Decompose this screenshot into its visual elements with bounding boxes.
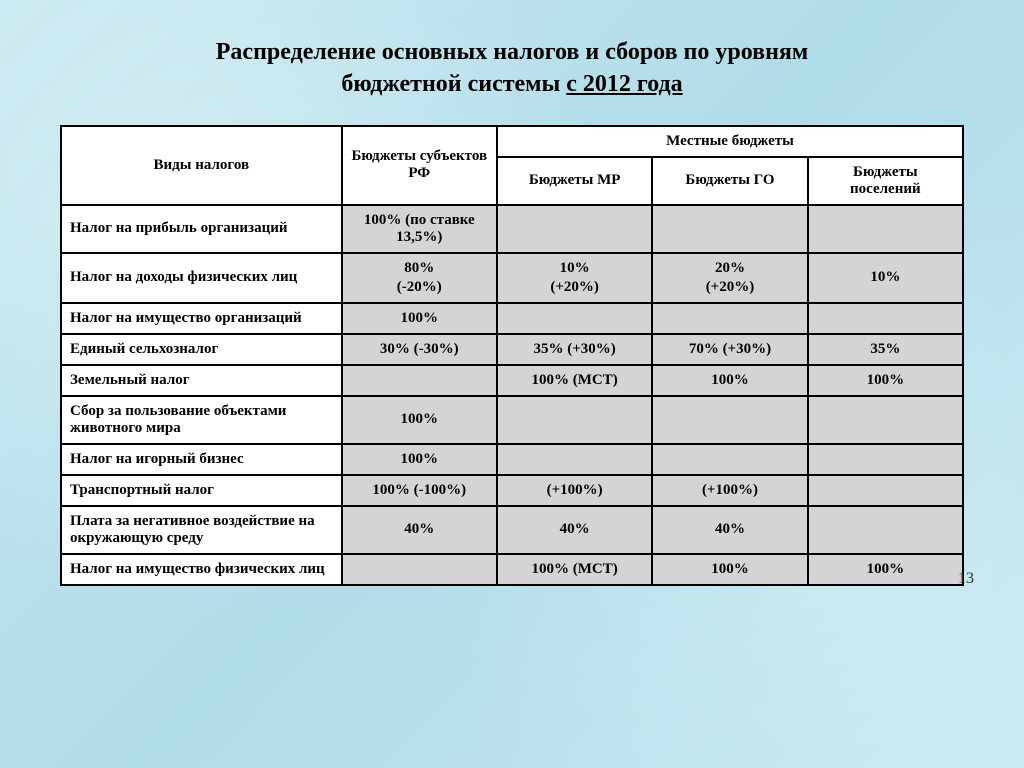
row-val: 30% (-30%)	[342, 334, 497, 365]
table-row: Земельный налог 100% (МСТ) 100% 100%	[61, 365, 963, 396]
row-val: 35%	[808, 334, 963, 365]
row-val: 100% (-100%)	[342, 475, 497, 506]
row-label: Налог на имущество организаций	[61, 303, 342, 334]
row-label: Налог на игорный бизнес	[61, 444, 342, 475]
row-val	[497, 205, 652, 253]
cell-main: 10%	[560, 260, 590, 276]
table-row: Налог на игорный бизнес 100%	[61, 444, 963, 475]
row-val: 100%	[342, 396, 497, 444]
table-row: Сбор за пользование объектами животного …	[61, 396, 963, 444]
row-val: 40%	[342, 506, 497, 554]
row-val	[808, 396, 963, 444]
row-val: 10% (+20%)	[497, 253, 652, 303]
header-go: Бюджеты ГО	[652, 157, 807, 205]
row-val	[497, 303, 652, 334]
row-val: 100% (по ставке 13,5%)	[342, 205, 497, 253]
header-row-1: Виды налогов Бюджеты субъектов РФ Местны…	[61, 126, 963, 157]
row-val: 70% (+30%)	[652, 334, 807, 365]
table-row: Налог на имущество физических лиц 100% (…	[61, 554, 963, 585]
row-val	[497, 396, 652, 444]
row-val: 100%	[652, 365, 807, 396]
cell-main: 20%	[715, 260, 745, 276]
row-val: 80% (-20%)	[342, 253, 497, 303]
row-val	[808, 506, 963, 554]
row-label: Налог на прибыль организаций	[61, 205, 342, 253]
table-row: Налог на доходы физических лиц 80% (-20%)…	[61, 253, 963, 303]
row-val: 100% (МСТ)	[497, 365, 652, 396]
row-val	[808, 475, 963, 506]
cell-sub: (-20%)	[351, 279, 488, 296]
cell-sub: (+20%)	[506, 279, 643, 296]
row-label: Налог на имущество физических лиц	[61, 554, 342, 585]
table-row: Единый сельхозналог 30% (-30%) 35% (+30%…	[61, 334, 963, 365]
row-val	[652, 205, 807, 253]
title-line2-prefix: бюджетной системы	[341, 71, 566, 97]
cell-sub: (+20%)	[661, 279, 798, 296]
row-val	[808, 444, 963, 475]
row-label: Налог на доходы физических лиц	[61, 253, 342, 303]
row-val: 100%	[808, 365, 963, 396]
page-number: 13	[958, 570, 974, 588]
table-row: Транспортный налог 100% (-100%) (+100%) …	[61, 475, 963, 506]
slide-title: Распределение основных налогов и сборов …	[60, 36, 964, 101]
row-val	[808, 303, 963, 334]
table-body: Налог на прибыль организаций 100% (по ст…	[61, 205, 963, 585]
title-line2-underline: с 2012 года	[566, 71, 682, 97]
cell-main: 80%	[404, 260, 434, 276]
row-val: 20% (+20%)	[652, 253, 807, 303]
header-types: Виды налогов	[61, 126, 342, 205]
row-val: 100% (МСТ)	[497, 554, 652, 585]
header-settlements: Бюджеты поселений	[808, 157, 963, 205]
tax-distribution-table: Виды налогов Бюджеты субъектов РФ Местны…	[60, 125, 964, 586]
row-val	[497, 444, 652, 475]
row-val: 100%	[342, 444, 497, 475]
row-label: Сбор за пользование объектами животного …	[61, 396, 342, 444]
table-row: Налог на имущество организаций 100%	[61, 303, 963, 334]
row-label: Плата за негативное воздействие на окруж…	[61, 506, 342, 554]
row-val: 40%	[652, 506, 807, 554]
row-label: Земельный налог	[61, 365, 342, 396]
header-subjects: Бюджеты субъектов РФ	[342, 126, 497, 205]
slide: Распределение основных налогов и сборов …	[0, 0, 1024, 606]
row-val	[652, 303, 807, 334]
row-val	[652, 444, 807, 475]
row-val	[808, 205, 963, 253]
row-val: 10%	[808, 253, 963, 303]
row-label: Транспортный налог	[61, 475, 342, 506]
row-val: 100%	[808, 554, 963, 585]
table-row: Налог на прибыль организаций 100% (по ст…	[61, 205, 963, 253]
row-val	[342, 554, 497, 585]
row-val: (+100%)	[497, 475, 652, 506]
row-val	[342, 365, 497, 396]
header-mr: Бюджеты МР	[497, 157, 652, 205]
table-row: Плата за негативное воздействие на окруж…	[61, 506, 963, 554]
row-val: 100%	[652, 554, 807, 585]
title-line1: Распределение основных налогов и сборов …	[216, 39, 809, 65]
row-label: Единый сельхозналог	[61, 334, 342, 365]
header-local-group: Местные бюджеты	[497, 126, 963, 157]
row-val: (+100%)	[652, 475, 807, 506]
row-val: 40%	[497, 506, 652, 554]
row-val: 35% (+30%)	[497, 334, 652, 365]
row-val: 100%	[342, 303, 497, 334]
row-val	[652, 396, 807, 444]
